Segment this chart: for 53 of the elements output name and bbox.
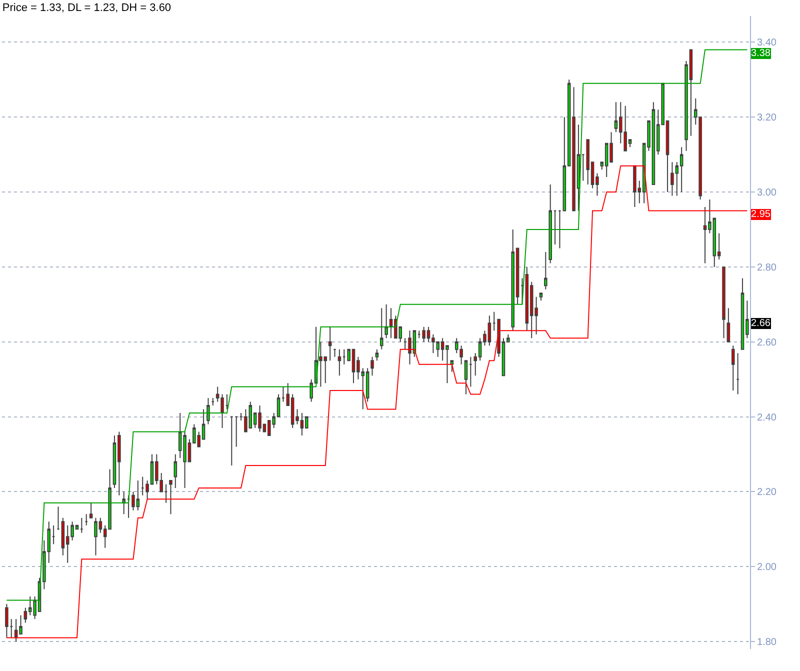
candlestick: [52, 524, 56, 545]
candlestick: [206, 398, 210, 425]
candlestick: [544, 251, 548, 290]
candlestick: [403, 338, 407, 350]
y-tick-label: 3.00: [757, 188, 777, 199]
candlestick: [384, 304, 388, 339]
candlestick: [169, 480, 172, 515]
candlestick: [722, 266, 726, 339]
y-tick-label: 2.80: [757, 262, 777, 274]
candlestick: [5, 604, 8, 638]
candlestick: [736, 352, 740, 395]
candlestick: [225, 394, 229, 410]
candlestick: [553, 210, 557, 245]
candlestick: [338, 348, 342, 376]
chart-title: Price = 1.33, DL = 1.23, DH = 3.60: [2, 2, 172, 14]
candlestick: [370, 356, 374, 376]
candlestick: [80, 517, 84, 534]
line-series: [6, 49, 748, 601]
y-tick-label: 2.60: [757, 337, 777, 348]
candlestick: [375, 348, 379, 362]
candlestick: [558, 210, 562, 249]
candlestick: [548, 184, 552, 264]
candlestick: [726, 308, 730, 342]
candlestick: [239, 412, 243, 422]
text: 2.66: [751, 318, 771, 329]
candlestick: [450, 360, 454, 372]
candlestick: [333, 348, 336, 358]
candlestick: [89, 502, 93, 518]
candlestick: [174, 454, 178, 488]
candlestick: [328, 326, 332, 362]
candlestick: [230, 416, 234, 466]
candlestick: [469, 356, 472, 388]
line-series: [6, 165, 748, 638]
y-tick-label: 2.00: [757, 562, 777, 574]
y-tick-label: 3.40: [757, 38, 777, 49]
candlestick: [464, 360, 468, 395]
candlestick: [539, 292, 543, 302]
candlestick: [380, 308, 384, 350]
candlestick: [126, 494, 130, 518]
candlestick: [164, 484, 168, 504]
candlestick: [56, 506, 60, 530]
candlestick: [731, 345, 735, 392]
text: 3.38: [751, 48, 771, 59]
candlestick: [211, 398, 215, 406]
text: 2.95: [751, 209, 771, 220]
y-tick-label: 1.80: [757, 637, 777, 648]
y-tick-label: 2.20: [757, 487, 777, 498]
y-tick-label: 2.40: [757, 412, 777, 424]
candlestick: [520, 278, 524, 305]
candlestick: [84, 514, 88, 526]
candlestick: [122, 491, 126, 515]
candlestick: [234, 416, 238, 448]
y-tick-label: 3.20: [757, 112, 777, 124]
